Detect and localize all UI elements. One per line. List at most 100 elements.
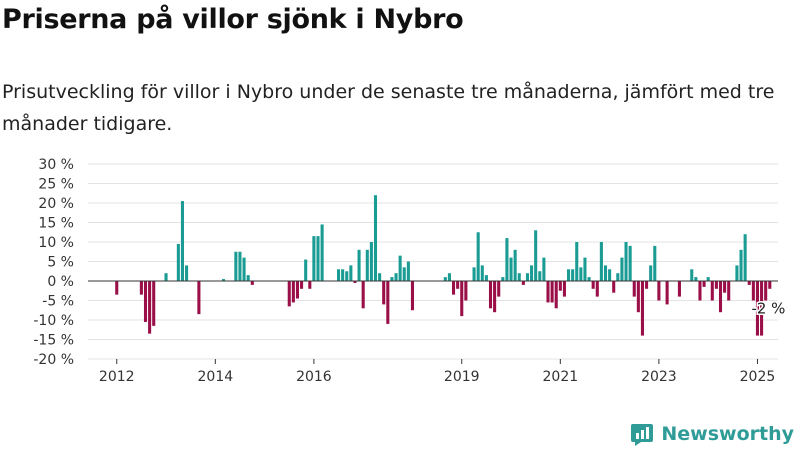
- bar: [493, 281, 497, 313]
- y-tick-label: 0 %: [47, 274, 74, 290]
- bar: [164, 273, 168, 281]
- bar: [238, 251, 242, 281]
- chart-subtitle: Prisutveckling för villor i Nybro under …: [2, 81, 775, 135]
- bar: [320, 224, 324, 281]
- bar: [632, 281, 636, 297]
- bar: [542, 257, 546, 281]
- bar: [488, 281, 493, 309]
- bar: [410, 281, 414, 311]
- bar: [603, 265, 608, 281]
- bar: [460, 281, 464, 317]
- bar: [608, 269, 612, 281]
- bar: [222, 279, 226, 281]
- bar: [386, 281, 390, 324]
- bar: [550, 281, 554, 303]
- bar: [345, 271, 349, 281]
- bar: [747, 281, 751, 285]
- bar: [501, 277, 505, 281]
- bar: [620, 257, 624, 281]
- bar: [250, 281, 254, 285]
- bar: [176, 243, 180, 281]
- bar: [583, 257, 587, 281]
- bar: [751, 281, 755, 301]
- bar: [152, 281, 156, 326]
- bar: [341, 269, 345, 281]
- y-tick-label: 5 %: [47, 255, 74, 271]
- bar: [353, 281, 357, 283]
- bar: [234, 251, 238, 281]
- bar: [768, 281, 772, 289]
- bar-chart: -20 % -15 % -10 % -5 % 0 % 5 % 10 % 15 % 20 % 25 …: [33, 157, 787, 385]
- bar: [599, 242, 603, 281]
- y-tick-label: -20 %: [33, 352, 74, 368]
- x-tick-label: 2023: [641, 369, 677, 385]
- bar: [727, 281, 731, 301]
- bar: [558, 281, 562, 291]
- y-tick-label: -5 %: [42, 294, 74, 310]
- x-tick-label: 2019: [444, 369, 480, 385]
- bar: [484, 275, 488, 281]
- bar: [579, 267, 583, 281]
- bar: [304, 259, 308, 281]
- bar: [714, 281, 718, 289]
- bar: [456, 281, 460, 289]
- bar: [365, 249, 369, 281]
- x-tick-label: 2025: [740, 369, 776, 385]
- bar: [554, 281, 558, 309]
- bar: [546, 281, 550, 303]
- bar: [706, 277, 710, 281]
- bar: [246, 275, 250, 281]
- bar: [295, 281, 299, 299]
- y-tick-label: 10 %: [38, 235, 74, 251]
- bar: [624, 242, 628, 281]
- bar: [513, 249, 517, 281]
- bar: [143, 281, 148, 322]
- bar: [764, 281, 768, 301]
- bar: [587, 277, 591, 281]
- y-tick-label: 20 %: [38, 196, 74, 212]
- gridlines: [88, 163, 778, 360]
- bar: [452, 281, 456, 295]
- bar: [308, 281, 312, 289]
- bar: [464, 281, 468, 301]
- bar-series: [115, 195, 772, 336]
- bar: [595, 281, 599, 297]
- latest-value-label: -2 %: [751, 300, 785, 318]
- bar: [710, 281, 714, 301]
- newsworthy-logo-icon: [631, 424, 654, 446]
- newsworthy-brand: Newsworthy: [631, 420, 794, 448]
- bar: [398, 255, 402, 281]
- axes: -20 % -15 % -10 % -5 % 0 % 5 % 10 % 15 % 20 % 25 …: [33, 157, 778, 385]
- bar: [739, 249, 743, 281]
- bar: [242, 257, 246, 281]
- y-tick-label: 30 %: [38, 157, 74, 173]
- bar: [148, 281, 152, 334]
- bar: [180, 201, 184, 281]
- bar: [357, 249, 361, 281]
- bar: [369, 242, 373, 281]
- bar: [665, 281, 669, 305]
- bar: [530, 265, 534, 281]
- bar: [723, 281, 727, 293]
- bar: [702, 281, 706, 287]
- bar: [636, 281, 640, 313]
- y-tick-label: -15 %: [33, 333, 74, 349]
- bar: [472, 267, 476, 281]
- bar: [653, 245, 657, 281]
- chart-title: Priserna på villor sjönk i Nybro: [2, 4, 464, 35]
- brand-name: Newsworthy: [661, 423, 794, 445]
- bar: [300, 281, 304, 289]
- bar: [361, 281, 365, 309]
- bar: [349, 265, 353, 281]
- x-tick-label: 2021: [543, 369, 579, 385]
- bar: [291, 281, 295, 303]
- bar: [575, 242, 579, 281]
- bar: [538, 271, 542, 281]
- bar: [628, 245, 632, 281]
- bar: [562, 281, 566, 297]
- bar: [698, 281, 702, 301]
- bar: [476, 232, 480, 281]
- bar: [197, 281, 201, 315]
- bar: [525, 273, 529, 281]
- bar: [443, 277, 447, 281]
